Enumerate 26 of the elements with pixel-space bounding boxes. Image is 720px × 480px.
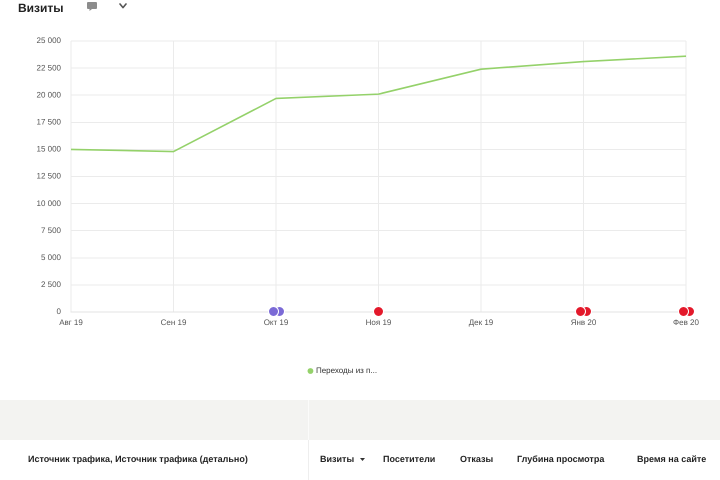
y-tick-label: 2 500	[40, 280, 62, 290]
text: Отказы	[460, 453, 494, 465]
x-tick-label: Янв 20	[570, 318, 597, 328]
text: Посетители	[383, 453, 436, 465]
y-tick-label: 5 000	[40, 253, 62, 262]
text: Глубина просмотра	[517, 453, 604, 465]
y-tick-label: 12 500	[36, 172, 62, 181]
y-tick-label: 0	[56, 307, 62, 316]
y-tick-label: 17 500	[36, 118, 62, 127]
y-tick-label: 15 000	[36, 144, 62, 154]
x-tick-label: Авг 19	[59, 318, 84, 328]
y-tick-label: 7 500	[40, 226, 62, 235]
y-tick-label: 10 000	[36, 198, 62, 208]
x-tick-label: Окт 19	[264, 318, 289, 328]
y-tick-label: 20 000	[36, 90, 62, 100]
chart-title: Визиты	[18, 1, 64, 15]
x-tick-label: Дек 19	[468, 318, 494, 328]
y-tick-label: 22 500	[36, 63, 62, 72]
x-tick-label: Фев 20	[673, 318, 700, 328]
text: Источник трафика, Источник трафика (детально)	[28, 453, 248, 465]
text: Время на сайте	[637, 453, 706, 465]
x-tick-label: Сен 19	[160, 318, 187, 328]
legend-label: Переходы из п...	[316, 366, 378, 376]
text: Визиты	[320, 453, 354, 465]
x-tick-label: Ноя 19	[366, 318, 392, 328]
y-tick-label: 25 000	[36, 36, 62, 46]
